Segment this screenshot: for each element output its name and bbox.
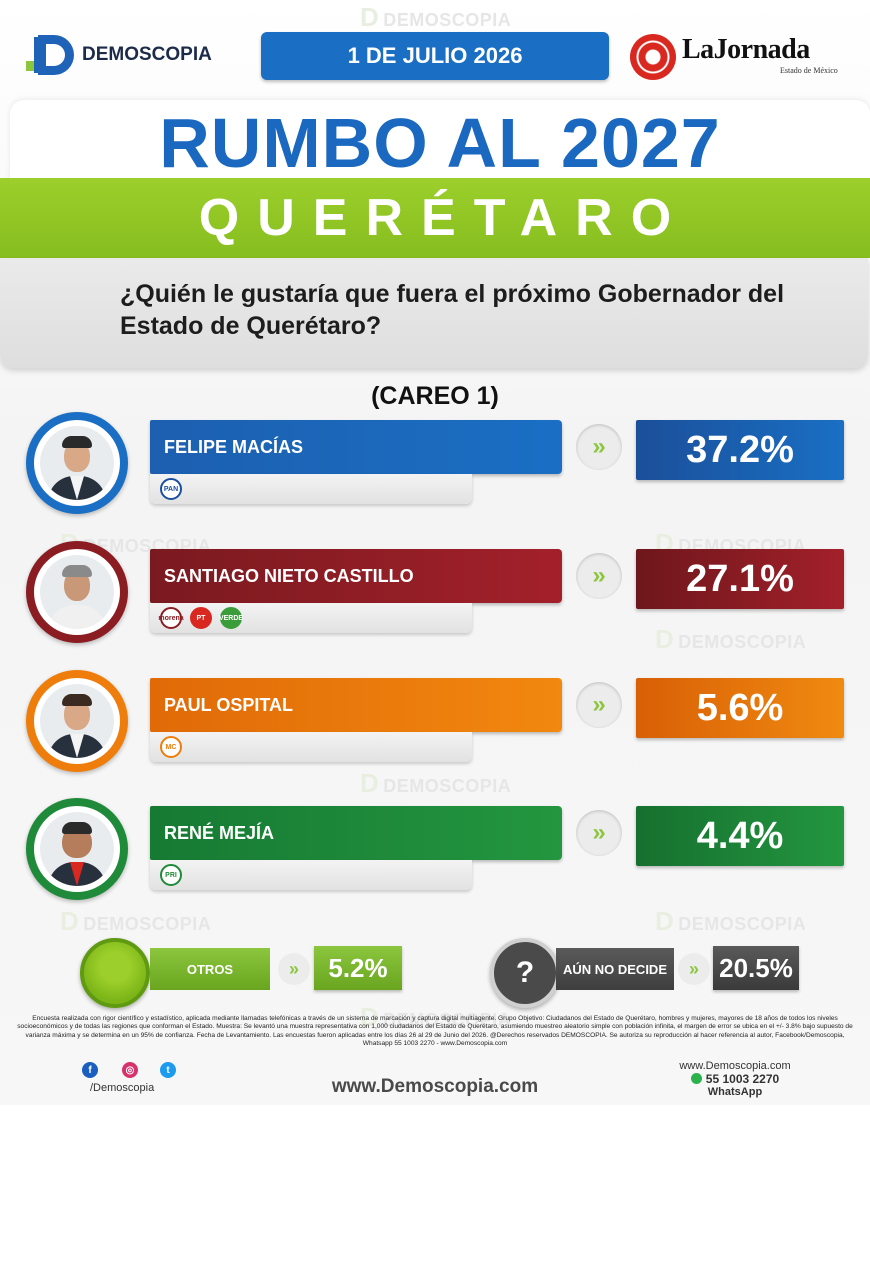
candidate-percentage: 37.2% [636, 420, 844, 480]
party-logo-icon: MC [160, 736, 182, 758]
undecided-label: AÚN NO DECIDE [556, 948, 674, 990]
double-chevron-icon: » [678, 953, 710, 985]
jornada-emblem-icon [630, 34, 676, 80]
party-logo-icon: PT [190, 607, 212, 629]
methodology-note: Encuesta realizada con rigor científico … [17, 1015, 853, 1048]
demoscopia-logo: DEMOSCOPIA [24, 32, 244, 78]
candidate-name: FELIPE MACÍAS [150, 420, 562, 474]
question-mark-icon: ? [490, 938, 560, 1008]
question-text: ¿Quién le gustaría que fuera el próximo … [120, 280, 785, 340]
others-percentage: 5.2% [314, 946, 402, 990]
candidate-row: FELIPE MACÍAS PAN » 37.2% [0, 412, 870, 522]
party-logo-icon: VERDE [219, 607, 243, 629]
party-logos: PRI [150, 860, 472, 890]
candidate-photo [26, 412, 128, 514]
social-handle: /Demoscopia [90, 1082, 155, 1094]
double-chevron-icon: » [576, 553, 622, 599]
contact-block: www.Demoscopia.com 55 1003 2270 WhatsApp [660, 1060, 810, 1099]
partner-name: LaJornada [682, 34, 810, 65]
candidate-name: PAUL OSPITAL [150, 678, 562, 732]
website-link[interactable]: www.Demoscopia.com [331, 1076, 539, 1097]
candidate-name: RENÉ MEJÍA [150, 806, 562, 860]
others-label: OTROS [150, 948, 270, 990]
candidate-row: PAUL OSPITAL MC » 5.6% [0, 670, 870, 780]
demoscopia-logo-icon [24, 33, 78, 77]
candidate-photo [26, 541, 128, 643]
party-logos: morena PT VERDE [150, 603, 472, 633]
facebook-icon[interactable]: f [82, 1062, 98, 1078]
double-chevron-icon: » [576, 682, 622, 728]
state-band: QUERÉTARO [0, 178, 870, 258]
candidate-row: RENÉ MEJÍA PRI » 4.4% [0, 798, 870, 908]
logo-text: DEMOSCOPIA [82, 44, 212, 65]
contact-website[interactable]: www.Demoscopia.com [679, 1060, 791, 1072]
la-jornada-logo: LaJornada Estado de México [630, 32, 845, 82]
party-logo-icon: morena [158, 607, 184, 629]
party-logo-icon: PAN [160, 478, 182, 500]
title-sub: QUERÉTARO [198, 189, 690, 247]
candidate-name: SANTIAGO NIETO CASTILLO [150, 549, 562, 603]
party-logos: PAN [150, 474, 472, 504]
candidate-percentage: 4.4% [636, 806, 844, 866]
double-chevron-icon: » [576, 424, 622, 470]
party-logo-icon: PRI [160, 864, 182, 886]
undecided-percentage: 20.5% [713, 946, 799, 990]
whatsapp-label: WhatsApp [707, 1086, 763, 1098]
candidate-row: SANTIAGO NIETO CASTILLO morena PT VERDE … [0, 541, 870, 651]
title-main: RUMBO AL 2027 [159, 104, 721, 182]
double-chevron-icon: » [278, 953, 310, 985]
question-card [0, 258, 868, 368]
person-icon [80, 938, 150, 1008]
partner-sub: Estado de México [780, 66, 838, 75]
double-chevron-icon: » [576, 810, 622, 856]
title-card: RUMBO AL 2027 [10, 100, 870, 186]
candidate-photo [26, 670, 128, 772]
candidate-percentage: 27.1% [636, 549, 844, 609]
date-badge: 1 DE JULIO 2026 [261, 32, 609, 80]
careo-label: (CAREO 1) [371, 382, 499, 410]
social-links: f ◎ t /Demoscopia [82, 1062, 192, 1102]
whatsapp-icon [690, 1073, 702, 1084]
phone-number: 55 1003 2270 [705, 1072, 780, 1086]
party-logos: MC [150, 732, 472, 762]
instagram-icon[interactable]: ◎ [122, 1062, 138, 1078]
candidate-photo [26, 798, 128, 900]
twitter-icon[interactable]: t [160, 1062, 176, 1078]
candidate-percentage: 5.6% [636, 678, 844, 738]
